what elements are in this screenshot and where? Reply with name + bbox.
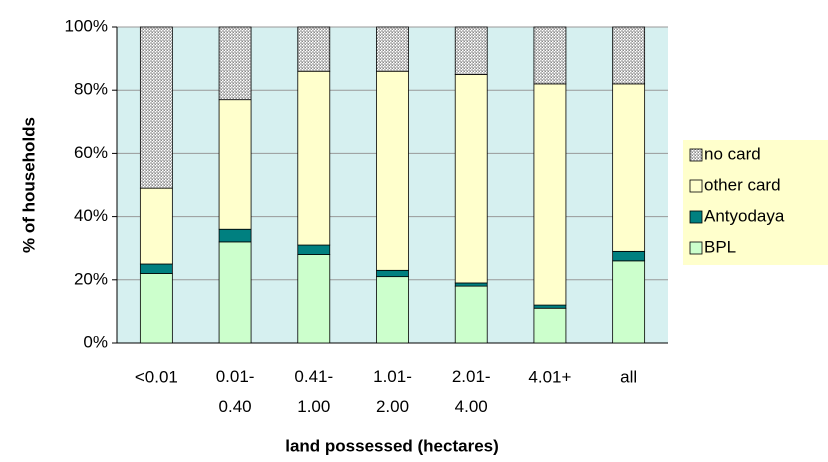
- legend-swatch: [689, 210, 703, 224]
- bar-segment: [376, 70, 409, 271]
- x-axis-title: land possessed (hectares): [285, 436, 499, 455]
- legend-swatch: [689, 179, 703, 193]
- bar-segment: [139, 26, 173, 189]
- x-tick-label: 1.01-2.00: [373, 367, 412, 416]
- bar-segment: [533, 83, 567, 306]
- y-tick-label: 60%: [74, 143, 108, 162]
- bar-segment: [612, 250, 646, 262]
- x-tick-label: all: [620, 367, 637, 386]
- bar-segment: [297, 244, 331, 255]
- y-tick-label: 100%: [65, 16, 108, 35]
- bar-segment: [454, 74, 488, 284]
- bar-segment: [454, 282, 488, 287]
- bar-segment: [218, 99, 252, 230]
- bar-segment: [376, 269, 409, 278]
- x-tick-label: 0.41-1.00: [294, 367, 333, 416]
- y-tick-label: 80%: [74, 80, 108, 99]
- bar-segment: [218, 26, 252, 101]
- bar-segment: [297, 70, 331, 246]
- bar-segment: [533, 26, 567, 85]
- x-tick-label: 2.01-4.00: [452, 367, 491, 416]
- x-tick-label: 4.01+: [528, 367, 571, 386]
- y-tick-label: 40%: [74, 206, 108, 225]
- bar-segment: [139, 187, 173, 265]
- x-tick-label: <0.01: [135, 367, 178, 386]
- bar-segment: [218, 228, 252, 243]
- bar-segment: [612, 26, 646, 85]
- bar-segment: [612, 83, 646, 252]
- y-tick-label: 0%: [83, 332, 108, 351]
- bar-segment: [454, 26, 488, 75]
- bar-segment: [218, 241, 252, 344]
- y-tick-label: 20%: [74, 269, 108, 288]
- legend-box: [683, 140, 828, 265]
- bar-segment: [139, 273, 173, 344]
- bar-segment: [454, 285, 488, 344]
- legend-label: BPL: [704, 237, 736, 256]
- bar-segment: [139, 263, 173, 274]
- bar-segment: [297, 254, 331, 344]
- bar-segment: [533, 304, 567, 309]
- x-tick-label: 0.01-0.40: [216, 367, 255, 416]
- bar-segment: [533, 307, 567, 344]
- legend-swatch: [689, 241, 703, 255]
- y-axis-title: % of households: [19, 117, 38, 253]
- bar-segment: [297, 26, 331, 72]
- legend-label: other card: [704, 175, 781, 194]
- bar-segment: [376, 26, 409, 72]
- bar-segment: [376, 276, 409, 344]
- legend-label: no card: [704, 144, 761, 163]
- legend-swatch: [689, 148, 703, 162]
- bar-segment: [612, 260, 646, 344]
- legend-label: Antyodaya: [704, 206, 785, 225]
